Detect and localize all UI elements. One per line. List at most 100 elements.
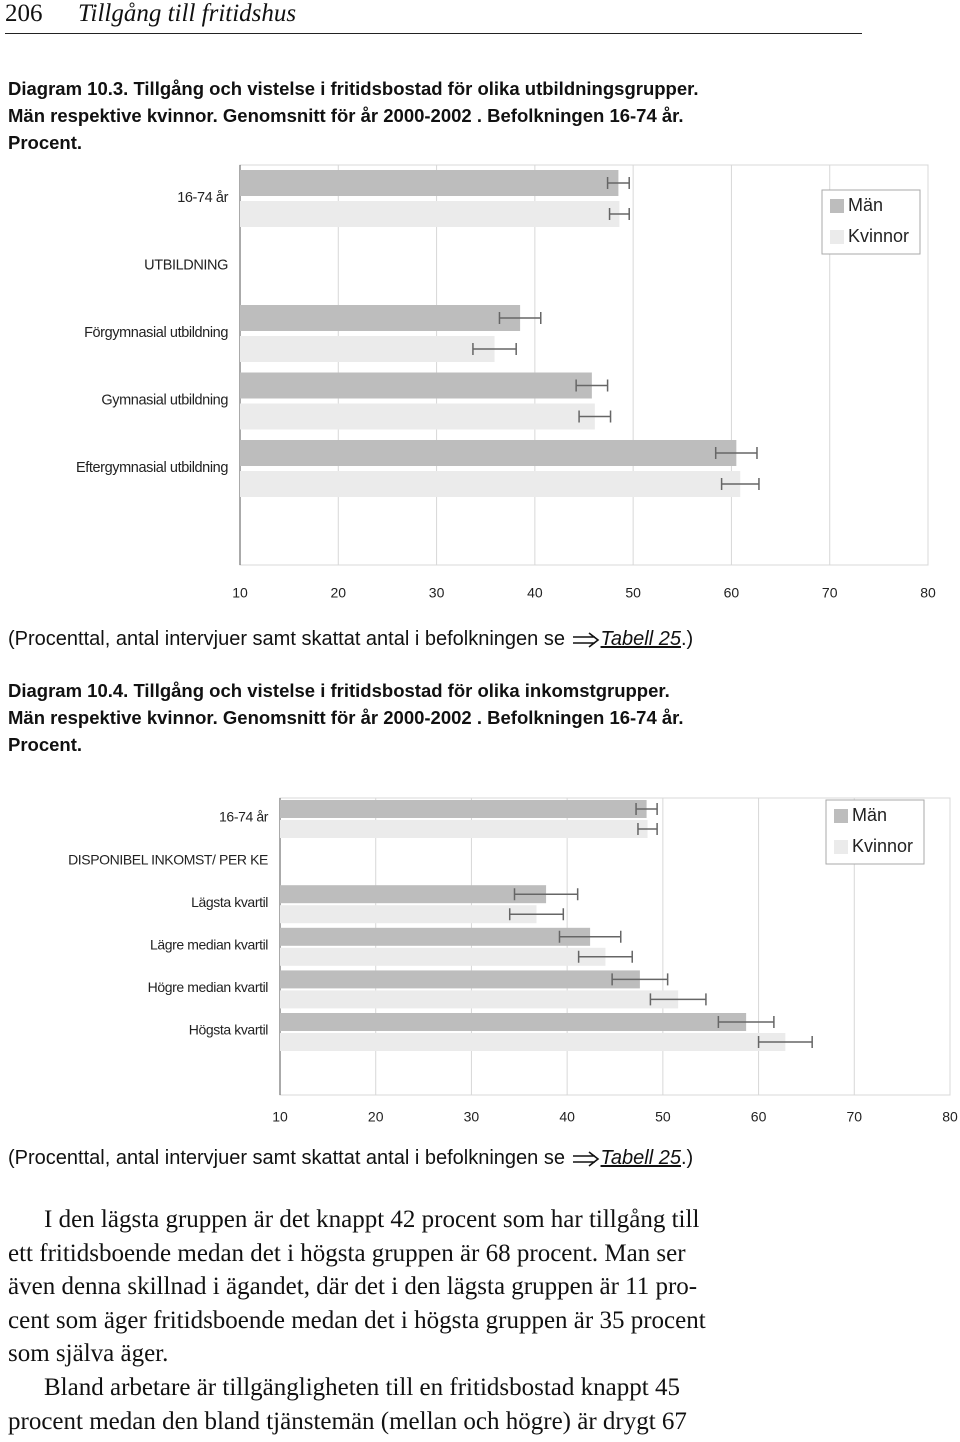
legend-box bbox=[821, 189, 921, 255]
error-bar bbox=[472, 343, 517, 355]
body-line: cent som äger fritidsboende medan det i … bbox=[8, 1306, 706, 1334]
caption-line: Diagram 10.3. Tillgång och vistelse i fr… bbox=[8, 78, 699, 99]
bar bbox=[280, 905, 537, 924]
bar bbox=[280, 1033, 786, 1051]
category-label: Högsta kvartil bbox=[189, 1022, 268, 1038]
bar bbox=[280, 947, 606, 966]
legend-swatch bbox=[834, 809, 848, 823]
bar bbox=[240, 305, 521, 331]
note-end: .) bbox=[680, 1147, 694, 1169]
running-title: Tillgång till fritidshus bbox=[78, 0, 297, 27]
x-tick-label: 60 bbox=[751, 1109, 767, 1125]
note-link[interactable]: Tabell 25 bbox=[600, 628, 681, 650]
bar bbox=[280, 885, 547, 904]
plot-area bbox=[279, 797, 951, 1096]
note: (Procenttal, antal intervjuer samt skatt… bbox=[8, 1147, 693, 1170]
note-link[interactable]: Tabell 25 bbox=[600, 1147, 681, 1169]
x-tick-label: 60 bbox=[724, 585, 740, 601]
x-tick-label: 50 bbox=[625, 585, 641, 601]
error-bar bbox=[717, 1016, 775, 1028]
arrow bbox=[572, 632, 599, 648]
legend-swatch bbox=[834, 840, 848, 854]
category-label: Gymnasial utbildning bbox=[101, 392, 228, 408]
x-tick-label: 40 bbox=[527, 585, 543, 601]
bar bbox=[280, 970, 640, 989]
legend-swatch bbox=[830, 230, 844, 244]
note: (Procenttal, antal intervjuer samt skatt… bbox=[8, 628, 693, 651]
bar bbox=[240, 403, 595, 430]
bar bbox=[240, 170, 619, 196]
bar bbox=[280, 800, 647, 818]
caption-line: Diagram 10.4. Tillgång och vistelse i fr… bbox=[8, 680, 670, 701]
body-line: som själva äger. bbox=[8, 1340, 169, 1368]
plot-area bbox=[239, 164, 929, 566]
error-bar bbox=[606, 177, 630, 189]
category-label: Lägsta kvartil bbox=[191, 894, 268, 910]
page-number: 206 bbox=[5, 0, 43, 27]
category-label: DISPONIBEL INKOMST/ PER KE bbox=[68, 851, 268, 867]
bar bbox=[240, 440, 737, 466]
error-bar bbox=[757, 1036, 813, 1048]
category-label: 16-74 år bbox=[177, 190, 228, 206]
bar bbox=[280, 820, 648, 838]
caption: Diagram 10.3. Tillgång och vistelse i fr… bbox=[8, 75, 698, 156]
arrow bbox=[572, 1151, 599, 1167]
legend-label: Kvinnor bbox=[852, 836, 913, 856]
legend-box bbox=[825, 799, 925, 865]
legend-label: Kvinnor bbox=[848, 226, 909, 246]
category-label: Högre median kvartil bbox=[148, 979, 269, 995]
category-label: UTBILDNING bbox=[144, 257, 228, 273]
caption-line: Män respektive kvinnor. Genomsnitt för å… bbox=[8, 105, 684, 126]
x-tick-label: 80 bbox=[942, 1109, 958, 1125]
x-tick-label: 20 bbox=[330, 585, 346, 601]
body-line: I den lägsta gruppen är det knappt 42 pr… bbox=[44, 1206, 700, 1233]
note-text: (Procenttal, antal intervjuer samt skatt… bbox=[8, 1147, 565, 1169]
caption-line: Män respektive kvinnor. Genomsnitt för å… bbox=[8, 707, 684, 728]
x-tick-label: 50 bbox=[655, 1109, 671, 1125]
error-bar bbox=[578, 410, 612, 423]
body-line: ett fritidsboende medan det i högsta gru… bbox=[8, 1239, 686, 1267]
x-tick-label: 10 bbox=[232, 585, 248, 601]
error-bar bbox=[608, 208, 630, 220]
legend-label: Män bbox=[852, 805, 887, 825]
error-bar bbox=[714, 447, 758, 459]
note-text: (Procenttal, antal intervjuer samt skatt… bbox=[8, 628, 565, 650]
caption: Diagram 10.4. Tillgång och vistelse i fr… bbox=[8, 677, 684, 758]
bar bbox=[280, 1013, 747, 1031]
caption-line: Procent. bbox=[8, 132, 83, 153]
caption-line: Procent. bbox=[8, 734, 83, 755]
error-bar bbox=[575, 379, 609, 392]
category-label: Lägre median kvartil bbox=[150, 937, 268, 953]
x-tick-label: 70 bbox=[846, 1109, 862, 1125]
error-bar bbox=[649, 993, 707, 1006]
bar bbox=[280, 927, 591, 946]
error-bar bbox=[558, 930, 622, 943]
error-bar bbox=[720, 478, 760, 490]
category-label: Eftergymnasial utbildning bbox=[76, 460, 228, 476]
error-bar bbox=[635, 803, 658, 815]
error-bar bbox=[577, 950, 633, 963]
note-end: .) bbox=[680, 628, 694, 650]
legend-swatch bbox=[830, 199, 844, 213]
bar bbox=[240, 372, 592, 399]
x-tick-label: 10 bbox=[272, 1109, 288, 1125]
x-tick-label: 80 bbox=[920, 585, 936, 601]
error-bar bbox=[513, 888, 579, 901]
error-bar bbox=[611, 973, 669, 986]
category-label: 16-74 år bbox=[219, 809, 269, 825]
x-tick-label: 70 bbox=[822, 585, 838, 601]
legend-label: Män bbox=[848, 195, 883, 215]
bar bbox=[240, 201, 620, 227]
error-bar bbox=[508, 908, 565, 921]
error-bar bbox=[498, 312, 542, 324]
category-label: Förgymnasial utbildning bbox=[84, 325, 228, 341]
x-tick-label: 30 bbox=[429, 585, 445, 601]
body-line: även denna skillnad i ägandet, där det i… bbox=[8, 1273, 698, 1301]
charts: 10 20 30 40 50 60 70 80 16-74 år UTBILDNING Förgym… bbox=[68, 164, 958, 1125]
bar bbox=[240, 336, 495, 362]
body-line: procent medan den bland tjänstemän (mell… bbox=[8, 1407, 687, 1435]
header-rule bbox=[5, 33, 862, 34]
x-tick-label: 30 bbox=[464, 1109, 480, 1125]
error-bar bbox=[637, 823, 658, 835]
